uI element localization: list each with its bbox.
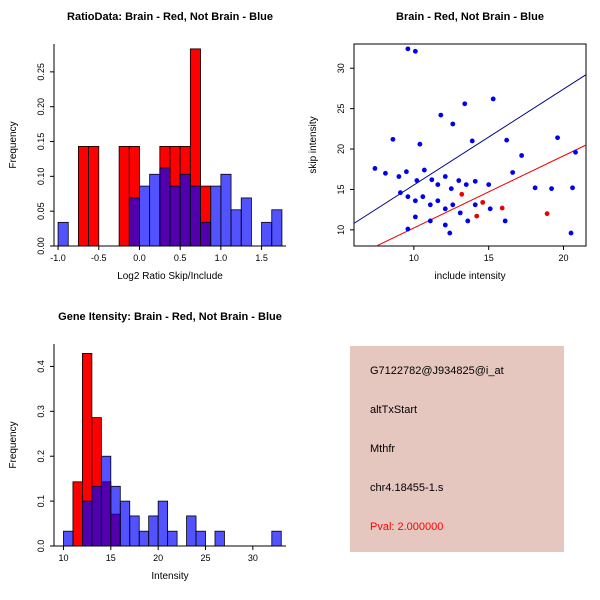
svg-text:1.5: 1.5 bbox=[255, 253, 268, 263]
svg-text:0.1: 0.1 bbox=[36, 495, 46, 508]
svg-text:0.10: 0.10 bbox=[36, 168, 46, 186]
svg-text:0.00: 0.00 bbox=[36, 237, 46, 255]
panel-scatter: Brain - Red, Not Brain - Blue 10 15 20 10 15 2… bbox=[300, 0, 600, 300]
svg-text:20: 20 bbox=[559, 253, 569, 263]
svg-text:1.0: 1.0 bbox=[215, 253, 228, 263]
pval-text: Pval: 2.000000 bbox=[370, 521, 444, 533]
svg-text:include intensity: include intensity bbox=[434, 271, 505, 282]
event-type-text: altTxStart bbox=[370, 404, 418, 416]
svg-text:0.20: 0.20 bbox=[36, 98, 46, 116]
gene-symbol-text: Mthfr bbox=[370, 443, 396, 455]
svg-text:0.3: 0.3 bbox=[36, 405, 46, 418]
svg-text:Frequency: Frequency bbox=[8, 121, 19, 168]
svg-text:Log2 Ratio Skip/Include: Log2 Ratio Skip/Include bbox=[117, 271, 223, 282]
svg-text:25: 25 bbox=[201, 553, 211, 563]
svg-text:0.0: 0.0 bbox=[133, 253, 146, 263]
svg-text:0.05: 0.05 bbox=[36, 202, 46, 220]
svg-text:0.15: 0.15 bbox=[36, 133, 46, 151]
ratio-histogram: RatioData: Brain - Red, Not Brain - Blue… bbox=[8, 11, 286, 282]
svg-text:20: 20 bbox=[153, 553, 163, 563]
svg-text:0.5: 0.5 bbox=[174, 253, 187, 263]
panel-info: G7122782@J934825@i_at altTxStart Mthfr c… bbox=[300, 300, 600, 600]
svg-text:-0.5: -0.5 bbox=[91, 253, 107, 263]
svg-text:-1.0: -1.0 bbox=[50, 253, 66, 263]
svg-text:15: 15 bbox=[336, 184, 346, 194]
svg-text:15: 15 bbox=[106, 553, 116, 563]
svg-text:Gene Itensity: Brain - Red, No: Gene Itensity: Brain - Red, Not Brain - … bbox=[58, 311, 282, 323]
svg-text:0.2: 0.2 bbox=[36, 450, 46, 463]
svg-text:20: 20 bbox=[336, 144, 346, 154]
svg-text:10: 10 bbox=[58, 553, 68, 563]
svg-text:0.25: 0.25 bbox=[36, 63, 46, 81]
svg-text:30: 30 bbox=[248, 553, 258, 563]
svg-text:30: 30 bbox=[336, 63, 346, 73]
panel-ratio-histogram: RatioData: Brain - Red, Not Brain - Blue… bbox=[0, 0, 300, 300]
skip-include-scatter-plot: Brain - Red, Not Brain - Blue 10 15 20 10 15 2… bbox=[308, 11, 587, 282]
svg-text:RatioData: Brain - Red, Not Br: RatioData: Brain - Red, Not Brain - Blue bbox=[67, 11, 273, 23]
svg-text:0.4: 0.4 bbox=[36, 360, 46, 373]
panel-gene-histogram: Gene Itensity: Brain - Red, Not Brain - … bbox=[0, 300, 300, 600]
probe-id-text: G7122782@J934825@i_at bbox=[370, 365, 504, 377]
svg-text:15: 15 bbox=[484, 253, 494, 263]
svg-text:10: 10 bbox=[409, 253, 419, 263]
chromosome-location-text: chr4.18455-1.s bbox=[370, 482, 444, 494]
gene-intensity-histogram: Gene Itensity: Brain - Red, Not Brain - … bbox=[8, 311, 286, 582]
svg-text:0.0: 0.0 bbox=[36, 540, 46, 553]
svg-text:25: 25 bbox=[336, 104, 346, 114]
svg-text:Brain - Red, Not Brain - Blue: Brain - Red, Not Brain - Blue bbox=[396, 11, 544, 23]
info-panel: G7122782@J934825@i_at altTxStart Mthfr c… bbox=[350, 346, 564, 552]
svg-text:skip intensity: skip intensity bbox=[308, 116, 319, 173]
svg-text:10: 10 bbox=[336, 225, 346, 235]
svg-text:Intensity: Intensity bbox=[151, 571, 188, 582]
svg-text:Frequency: Frequency bbox=[8, 421, 19, 468]
